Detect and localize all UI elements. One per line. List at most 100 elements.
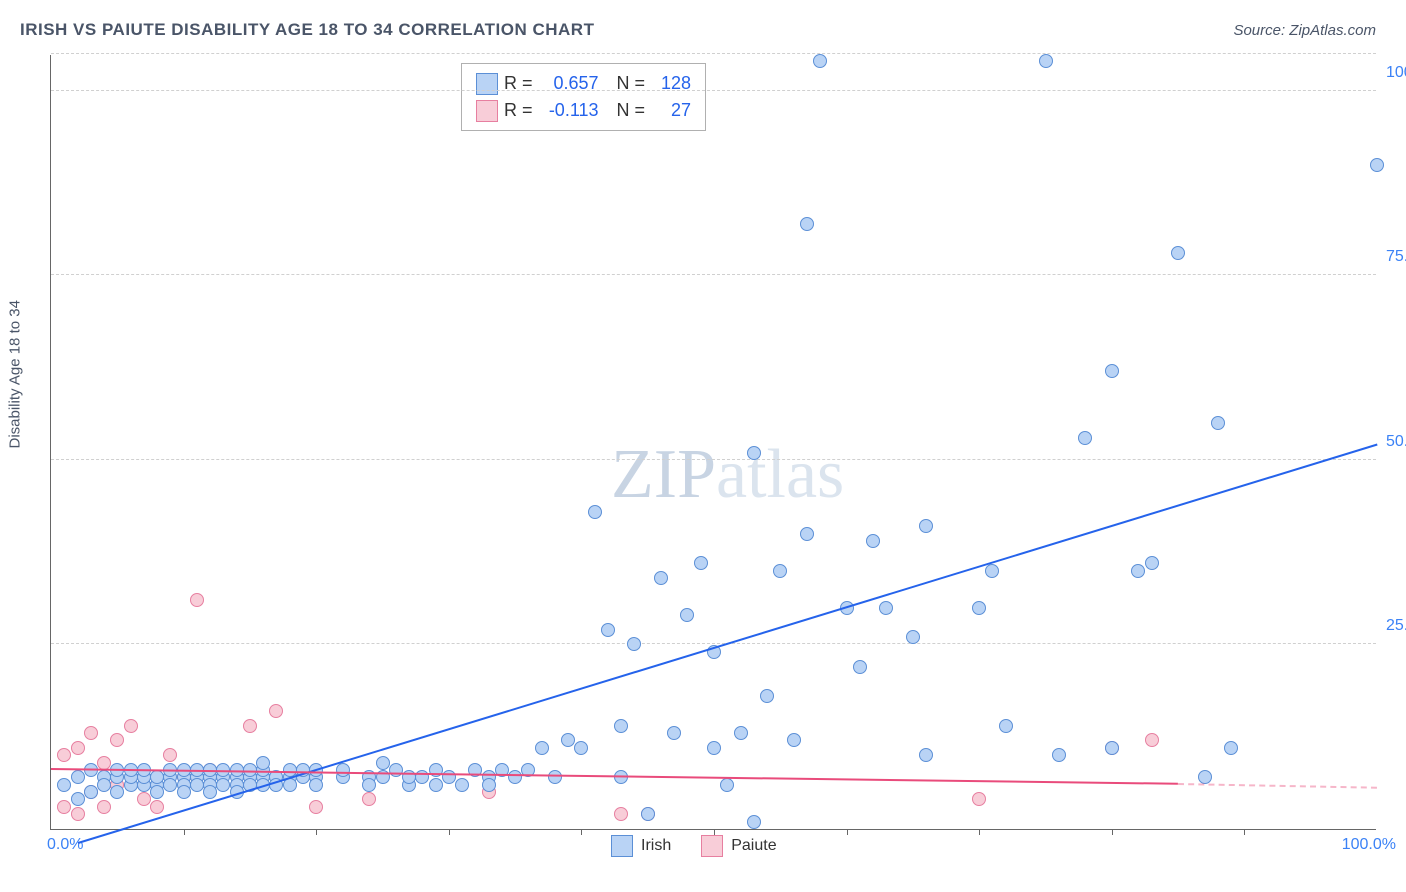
data-point (163, 748, 177, 762)
stats-n-label: N = (617, 97, 646, 124)
data-point (1171, 246, 1185, 260)
data-point (773, 564, 787, 578)
stats-swatch-irish (476, 73, 498, 95)
data-point (269, 704, 283, 718)
data-point (84, 726, 98, 740)
data-point (216, 778, 230, 792)
data-point (919, 519, 933, 533)
data-point (97, 800, 111, 814)
data-point (203, 785, 217, 799)
data-point (548, 770, 562, 784)
data-point (747, 815, 761, 829)
data-point (97, 756, 111, 770)
data-point (654, 571, 668, 585)
chart-title: IRISH VS PAIUTE DISABILITY AGE 18 TO 34 … (20, 20, 594, 40)
data-point (1224, 741, 1238, 755)
data-point (163, 778, 177, 792)
chart-source: Source: ZipAtlas.com (1233, 22, 1376, 39)
gridline (51, 459, 1376, 460)
xtick-mark (1244, 829, 1245, 835)
data-point (1211, 416, 1225, 430)
data-point (150, 800, 164, 814)
chart-legend: Irish Paiute (611, 835, 777, 857)
data-point (110, 733, 124, 747)
ytick-label: 100.0% (1386, 64, 1406, 82)
data-point (1131, 564, 1145, 578)
legend-swatch-irish (611, 835, 633, 857)
stats-n-label: N = (617, 70, 646, 97)
gridline (51, 274, 1376, 275)
data-point (561, 733, 575, 747)
data-point (680, 608, 694, 622)
data-point (853, 660, 867, 674)
data-point (614, 719, 628, 733)
data-point (57, 748, 71, 762)
stats-row-paiute: R = -0.113 N = 27 (476, 97, 691, 124)
xtick-mark (449, 829, 450, 835)
data-point (614, 807, 628, 821)
xtick-mark (581, 829, 582, 835)
data-point (150, 770, 164, 784)
stats-r-label: R = (504, 70, 533, 97)
data-point (919, 748, 933, 762)
data-point (1105, 364, 1119, 378)
data-point (71, 741, 85, 755)
y-axis-label: Disability Age 18 to 34 (7, 300, 24, 448)
data-point (389, 763, 403, 777)
data-point (336, 763, 350, 777)
data-point (71, 792, 85, 806)
data-point (720, 778, 734, 792)
data-point (1052, 748, 1066, 762)
legend-item-paiute: Paiute (701, 835, 776, 857)
data-point (455, 778, 469, 792)
ytick-label: 75.0% (1386, 248, 1406, 266)
data-point (362, 778, 376, 792)
data-point (707, 741, 721, 755)
data-point (1198, 770, 1212, 784)
xtick-label-left: 0.0% (47, 836, 83, 854)
data-point (110, 785, 124, 799)
xtick-label-right: 100.0% (1342, 836, 1396, 854)
xtick-mark (1112, 829, 1113, 835)
legend-label-paiute: Paiute (731, 837, 776, 855)
xtick-mark (979, 829, 980, 835)
stats-box: R = 0.657 N = 128 R = -0.113 N = 27 (461, 63, 706, 131)
legend-swatch-paiute (701, 835, 723, 857)
data-point (627, 637, 641, 651)
data-point (177, 785, 191, 799)
data-point (256, 756, 270, 770)
data-point (362, 792, 376, 806)
data-point (57, 778, 71, 792)
data-point (747, 446, 761, 460)
data-point (1078, 431, 1092, 445)
data-point (1145, 556, 1159, 570)
data-point (1039, 54, 1053, 68)
xtick-mark (184, 829, 185, 835)
trendline-extrapolation (1178, 783, 1377, 789)
data-point (601, 623, 615, 637)
gridline (51, 53, 1376, 54)
data-point (999, 719, 1013, 733)
data-point (243, 719, 257, 733)
watermark: ZIPatlas (611, 435, 844, 515)
data-point (84, 785, 98, 799)
data-point (71, 807, 85, 821)
xtick-mark (714, 829, 715, 835)
data-point (985, 564, 999, 578)
data-point (641, 807, 655, 821)
data-point (535, 741, 549, 755)
data-point (97, 778, 111, 792)
xtick-mark (847, 829, 848, 835)
data-point (800, 527, 814, 541)
data-point (1145, 733, 1159, 747)
legend-item-irish: Irish (611, 835, 671, 857)
data-point (190, 593, 204, 607)
data-point (309, 800, 323, 814)
data-point (376, 756, 390, 770)
data-point (482, 778, 496, 792)
data-point (137, 792, 151, 806)
data-point (508, 770, 522, 784)
data-point (906, 630, 920, 644)
legend-label-irish: Irish (641, 837, 671, 855)
stats-r-value-irish: 0.657 (539, 70, 599, 97)
